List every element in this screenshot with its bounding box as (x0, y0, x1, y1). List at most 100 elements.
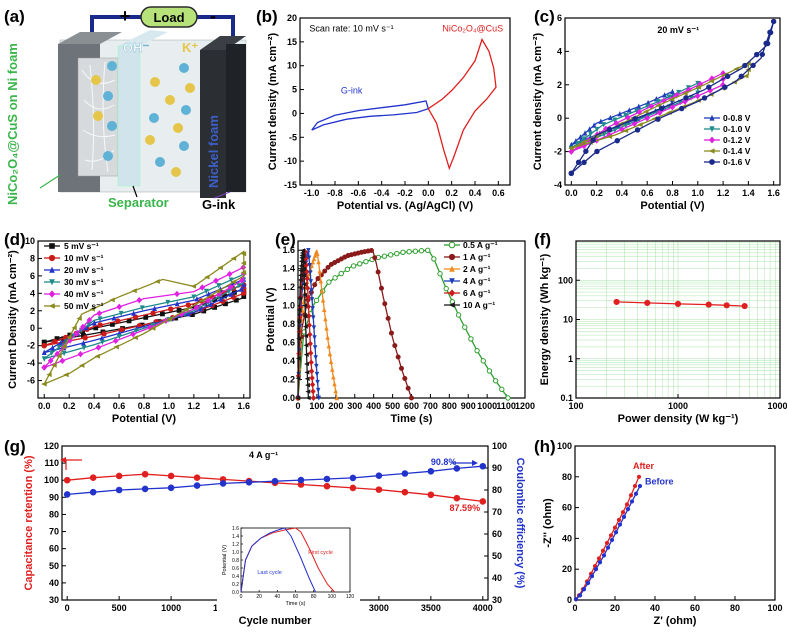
data-point (449, 265, 455, 272)
x-axis-label: Potential vs. (Ag/AgCl) (V) (337, 200, 474, 212)
data-point (198, 306, 204, 312)
data-point (695, 98, 701, 103)
data-point (186, 311, 191, 317)
data-point (709, 136, 715, 144)
data-point (449, 278, 455, 285)
data-point (295, 395, 301, 401)
x-axis-label: Potential (V) (112, 413, 177, 425)
data-point (41, 356, 47, 362)
legend-item: 30 mV s⁻¹ (44, 277, 104, 287)
data-point (614, 137, 620, 144)
y-tick-label: 0 (557, 113, 562, 123)
data-point (218, 296, 224, 302)
data-point (116, 334, 122, 340)
data-point (194, 296, 200, 302)
data-point (593, 567, 599, 572)
right-axis-arrow-head (472, 460, 478, 466)
data-point (219, 480, 227, 487)
y-tick-label: 90 (49, 492, 59, 502)
data-point (308, 359, 314, 366)
data-point (612, 525, 618, 530)
data-point (606, 126, 613, 133)
data-point (770, 18, 777, 25)
data-point (349, 474, 357, 482)
data-point (308, 279, 314, 285)
y-tick-label: 80 (49, 509, 59, 519)
y-axis-label: Energy density (Wh kg⁻¹) (539, 253, 551, 385)
data-point (222, 293, 227, 299)
data-point (394, 250, 400, 257)
data-point (578, 134, 583, 140)
data-point (720, 81, 726, 89)
legend-item: 20 mV s⁻¹ (44, 265, 104, 275)
data-point (670, 88, 675, 95)
data-point (505, 395, 511, 401)
data-point (363, 258, 369, 265)
data-point (326, 279, 332, 285)
data-point (303, 333, 309, 339)
annotation: 87.59% (450, 503, 481, 513)
legend-item: 50 mV s⁻¹ (44, 301, 104, 311)
data-point (302, 314, 308, 319)
data-point (594, 148, 600, 155)
data-point (327, 351, 333, 357)
data-point (303, 352, 309, 357)
data-point (305, 389, 311, 394)
data-point (133, 328, 139, 334)
data-point (302, 303, 308, 308)
data-point (695, 84, 702, 90)
data-point (305, 303, 312, 310)
y-tick-label: 6 (557, 13, 562, 23)
data-point (764, 40, 771, 47)
g-ink-label: G-ink (202, 197, 236, 212)
data-point (167, 472, 175, 480)
data-point (41, 364, 48, 371)
data-point (306, 248, 311, 254)
data-point (632, 116, 638, 122)
plot-frame (574, 445, 776, 601)
inset-series-line (240, 527, 316, 593)
data-point (94, 353, 100, 359)
data-point (309, 297, 315, 303)
data-point (217, 265, 223, 271)
data-point (591, 122, 597, 128)
data-point (401, 488, 409, 496)
separator (117, 45, 141, 187)
x-tick-label: 600 (404, 401, 419, 411)
data-point (708, 78, 714, 84)
y-axis-label: Capacitance retention (%) (23, 455, 35, 590)
data-point (622, 128, 629, 134)
data-point (168, 306, 174, 312)
left-electrode-top (58, 32, 122, 44)
data-point (58, 339, 64, 346)
data-point (301, 266, 307, 272)
data-point (304, 382, 310, 388)
y2-tick-label: 50 (492, 551, 502, 561)
data-point (48, 303, 55, 309)
data-point (81, 345, 87, 351)
data-point (643, 109, 649, 114)
data-point (583, 148, 589, 154)
flower-strands (81, 61, 116, 173)
data-point (709, 126, 715, 133)
data-point (462, 324, 468, 330)
data-point (54, 350, 60, 358)
data-point (468, 336, 474, 342)
x-tick-label: 400 (366, 401, 381, 411)
x-tick-label: 0.4 (469, 188, 482, 198)
data-point (315, 379, 320, 385)
data-point (136, 296, 143, 304)
data-point (115, 486, 123, 494)
y-tick-label: 6 (30, 271, 35, 281)
data-point (621, 514, 627, 519)
k-ion (91, 75, 101, 85)
x-tick-label: 900 (461, 401, 476, 411)
x-tick-label: 0.2 (63, 401, 76, 411)
y-tick-label: 0.8 (282, 319, 295, 329)
data-point (97, 316, 103, 322)
load-box (140, 6, 198, 28)
annotation: 20 mV s⁻¹ (657, 25, 699, 35)
data-point (759, 51, 765, 58)
data-point (303, 343, 309, 348)
x-tick-label: 1.6 (238, 401, 251, 411)
